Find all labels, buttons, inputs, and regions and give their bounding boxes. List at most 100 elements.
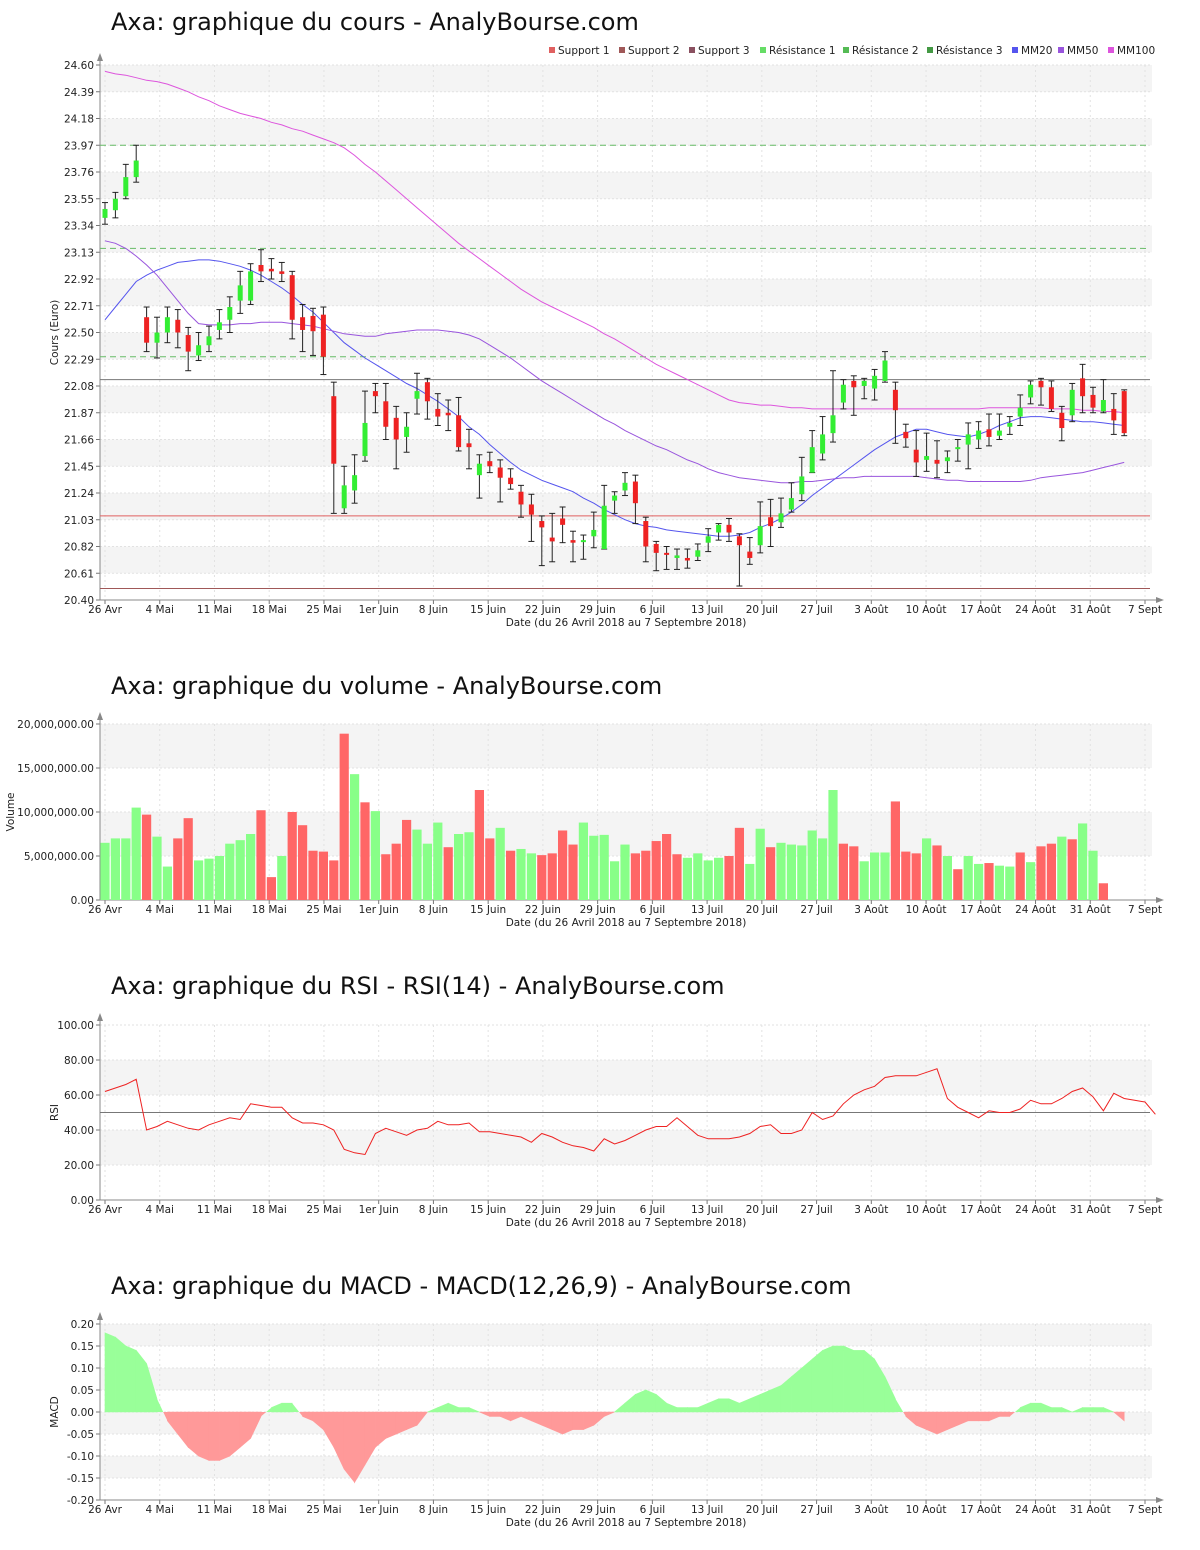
candle-body	[404, 426, 410, 437]
y-tick-label: 10,000,000.00	[17, 807, 94, 819]
macd-area	[198, 1411, 210, 1461]
x-tick-label: 4 Mai	[146, 1204, 174, 1216]
candle-body	[622, 482, 628, 491]
candle-body	[1100, 400, 1106, 412]
volume-bar	[630, 853, 640, 900]
volume-bar	[287, 812, 297, 900]
price-chart: 26 Avr 4 Mai 11 Mai 18 Mai 25 Mai 1er Juin 8 J…	[49, 45, 1164, 629]
macd-area	[1061, 1407, 1073, 1413]
candle-body	[903, 431, 909, 439]
y-tick-label: -0.10	[67, 1451, 94, 1463]
macd-area	[250, 1411, 262, 1439]
legend-swatch	[927, 47, 933, 53]
candle-body	[861, 380, 867, 386]
macd-area	[645, 1389, 657, 1413]
y-tick-label: 40.00	[64, 1125, 94, 1137]
candle-body	[144, 317, 150, 343]
candle-body	[539, 521, 545, 528]
x-tick-label: 29 Juin	[580, 604, 616, 616]
candle-body	[196, 345, 202, 356]
volume-bar	[485, 838, 495, 900]
candle-body	[248, 271, 254, 301]
volume-bar	[974, 863, 984, 900]
macd-area	[1019, 1402, 1031, 1413]
macd-area	[1103, 1407, 1114, 1413]
candle-body	[175, 319, 181, 333]
candle-body	[944, 457, 950, 462]
macd-area	[239, 1411, 251, 1448]
candle-body	[102, 208, 108, 218]
volume-bar	[828, 790, 838, 900]
volume-bar	[422, 843, 432, 900]
macd-area	[978, 1411, 990, 1422]
candle-body	[435, 408, 441, 417]
x-tick-label: 17 Août	[960, 604, 1001, 616]
x-tick-label: 22 Juin	[525, 1204, 561, 1216]
volume-bar	[381, 854, 391, 900]
grid-band	[100, 724, 1152, 768]
macd-area	[572, 1411, 584, 1430]
x-tick-label: 26 Avr	[88, 1204, 122, 1216]
grid-band	[100, 1060, 1152, 1095]
x-tick-label: 24 Août	[1015, 1204, 1056, 1216]
x-tick-label: 1er Juin	[359, 604, 399, 616]
y-tick-label: 21.87	[64, 408, 94, 420]
y-tick-label: 23.76	[64, 167, 94, 179]
x-tick-label: 11 Mai	[197, 1504, 232, 1516]
candle-body	[955, 447, 961, 450]
macd-area	[266, 1407, 272, 1412]
candle-body	[788, 498, 794, 510]
y-tick-label: 21.66	[64, 435, 94, 447]
volume-bar	[901, 851, 911, 900]
candle-body	[352, 475, 358, 491]
x-tick-label: 13 Juil	[691, 904, 723, 916]
volume-bar	[610, 861, 620, 900]
x-tick-label: 15 Juin	[470, 904, 506, 916]
grid-band	[100, 386, 1152, 413]
y-axis-label: Volume	[5, 792, 17, 831]
macd-area	[281, 1402, 293, 1413]
x-tick-label: 8 Juin	[419, 904, 448, 916]
y-tick-label: 21.03	[64, 515, 94, 527]
macd-area	[697, 1402, 709, 1413]
x-tick-label: 4 Mai	[146, 604, 174, 616]
grid-band	[100, 279, 1152, 306]
volume-bar	[308, 850, 318, 900]
macd-area	[375, 1411, 387, 1448]
candle-body	[320, 314, 326, 357]
candle-body	[466, 443, 472, 448]
y-tick-label: 23.13	[64, 247, 94, 259]
candle-body	[747, 551, 753, 558]
volume-bar	[110, 838, 120, 900]
macd-area	[135, 1349, 147, 1413]
candle-body	[632, 481, 638, 504]
volume-bar	[682, 857, 692, 900]
macd-area	[603, 1411, 615, 1417]
candle-body	[560, 518, 566, 525]
macd-area	[323, 1411, 335, 1449]
candle-body	[383, 401, 389, 427]
x-tick-label: 8 Juin	[419, 1204, 448, 1216]
legend-swatch	[843, 47, 849, 53]
x-tick-label: 27 Juil	[800, 1204, 832, 1216]
x-axis-label: Date (du 26 Avril 2018 au 7 Septembre 20…	[506, 1517, 747, 1529]
candle-body	[528, 504, 534, 515]
volume-bar	[714, 857, 724, 900]
volume-bar	[766, 847, 776, 900]
x-tick-label: 20 Juil	[746, 1504, 778, 1516]
candle-body	[996, 430, 1002, 436]
macd-area	[1082, 1407, 1094, 1413]
grid-band	[100, 118, 1152, 146]
macd-area	[447, 1402, 459, 1413]
macd-area	[863, 1349, 875, 1413]
x-axis-label: Date (du 26 Avril 2018 au 7 Septembre 20…	[506, 917, 747, 929]
grid-band	[100, 1130, 1152, 1165]
candle-body	[549, 537, 555, 542]
legend-label: Résistance 3	[936, 45, 1003, 57]
x-tick-label: 31 Août	[1070, 604, 1111, 616]
macd-area	[115, 1336, 127, 1413]
candle-body	[1121, 391, 1127, 434]
volume-bar	[173, 838, 183, 900]
x-tick-label: 26 Avr	[88, 1504, 122, 1516]
macd-area	[811, 1349, 823, 1413]
